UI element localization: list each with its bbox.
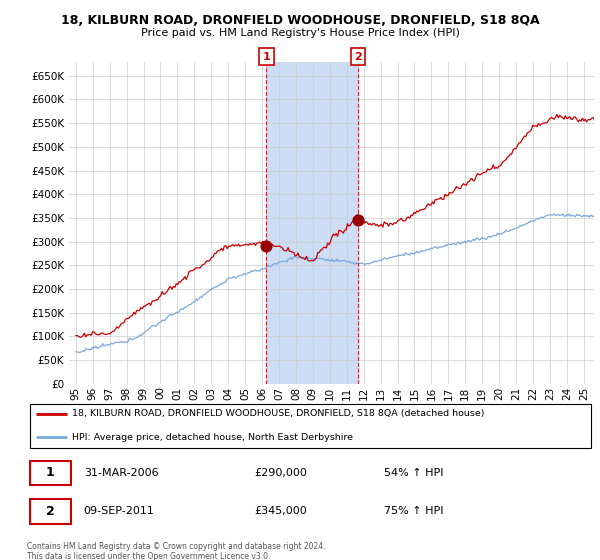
Text: 54% ↑ HPI: 54% ↑ HPI (384, 468, 444, 478)
Text: 31-MAR-2006: 31-MAR-2006 (84, 468, 158, 478)
Text: HPI: Average price, detached house, North East Derbyshire: HPI: Average price, detached house, Nort… (73, 432, 353, 441)
Text: 18, KILBURN ROAD, DRONFIELD WOODHOUSE, DRONFIELD, S18 8QA: 18, KILBURN ROAD, DRONFIELD WOODHOUSE, D… (61, 14, 539, 27)
Text: Price paid vs. HM Land Registry's House Price Index (HPI): Price paid vs. HM Land Registry's House … (140, 28, 460, 38)
Text: 2: 2 (46, 505, 55, 517)
Text: 2: 2 (354, 52, 362, 62)
Text: 1: 1 (262, 52, 270, 62)
FancyBboxPatch shape (30, 460, 71, 486)
Point (353, 216, 363, 225)
Text: 09-SEP-2011: 09-SEP-2011 (84, 506, 155, 516)
FancyBboxPatch shape (30, 404, 591, 449)
Text: £345,000: £345,000 (254, 506, 307, 516)
Text: 75% ↑ HPI: 75% ↑ HPI (384, 506, 444, 516)
Bar (266, 62, 358, 384)
Text: 1: 1 (46, 466, 55, 479)
Text: Contains HM Land Registry data © Crown copyright and database right 2024.
This d: Contains HM Land Registry data © Crown c… (27, 542, 325, 560)
FancyBboxPatch shape (30, 498, 71, 524)
Text: £290,000: £290,000 (254, 468, 307, 478)
Point (262, 242, 271, 251)
Text: 18, KILBURN ROAD, DRONFIELD WOODHOUSE, DRONFIELD, S18 8QA (detached house): 18, KILBURN ROAD, DRONFIELD WOODHOUSE, D… (73, 409, 485, 418)
